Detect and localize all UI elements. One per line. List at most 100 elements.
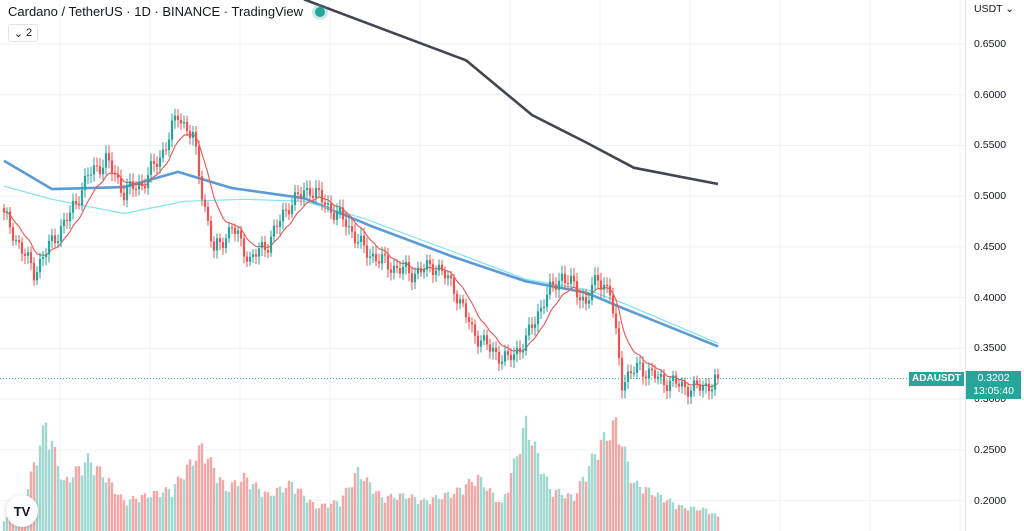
volume-bar xyxy=(236,485,240,531)
candle-body xyxy=(365,245,369,258)
volume-bar xyxy=(395,499,399,531)
moving-average-line xyxy=(303,0,719,186)
volume-bar xyxy=(563,498,567,531)
volume-bar xyxy=(638,487,642,531)
volume-bar xyxy=(107,477,111,531)
volume-bar xyxy=(650,494,654,531)
volume-bar xyxy=(95,465,99,531)
volume-bar xyxy=(587,466,591,531)
volume-bar xyxy=(620,446,624,531)
volume-bar xyxy=(617,444,621,531)
volume-bar xyxy=(149,497,153,531)
volume-bar xyxy=(290,481,294,531)
volume-bar xyxy=(197,445,201,531)
volume-bar xyxy=(224,490,228,531)
candle-body xyxy=(419,267,423,273)
volume-bar xyxy=(278,486,282,531)
volume-bar xyxy=(398,493,402,531)
volume-bar xyxy=(296,488,300,531)
volume-bar xyxy=(98,466,102,531)
candle-body xyxy=(467,317,471,323)
volume-bar xyxy=(452,494,456,531)
volume-bar xyxy=(158,497,162,531)
candle-body xyxy=(47,240,51,255)
volume-bar xyxy=(188,459,192,531)
candle-body xyxy=(491,347,495,352)
price-axis[interactable]: USDT ⌄ 0.6500 0.6000 0.5500 0.5000 0.4500 0.4… xyxy=(965,0,1024,531)
volume-bar xyxy=(551,496,555,531)
candle-body xyxy=(452,278,456,294)
volume-bar xyxy=(335,501,339,531)
volume-bar xyxy=(386,495,390,531)
candle-body xyxy=(254,254,258,257)
volume-bar xyxy=(65,476,69,531)
candle-body xyxy=(344,219,348,228)
volume-bar xyxy=(305,502,309,531)
volume-bar xyxy=(350,487,354,531)
price-tick-label: 0.5500 xyxy=(974,139,1007,152)
candle-body xyxy=(710,389,714,392)
volume-bar xyxy=(419,500,423,531)
candle-body xyxy=(167,139,171,150)
candle-body xyxy=(248,256,252,262)
volume-bar xyxy=(482,487,486,531)
candle-body xyxy=(266,250,270,253)
candle-body xyxy=(335,211,339,220)
volume-bar xyxy=(704,508,708,531)
volume-bar xyxy=(242,472,246,531)
candle-body xyxy=(416,267,420,274)
chevron-down-icon: ⌄ xyxy=(13,27,24,40)
candle-body xyxy=(533,324,537,328)
candle-body xyxy=(17,239,21,243)
volume-bar xyxy=(458,487,462,531)
candle-body xyxy=(554,285,558,290)
price-tick-label: 0.4000 xyxy=(974,291,1007,304)
volume-bar xyxy=(50,440,54,531)
candle-body xyxy=(218,238,222,243)
candle-body xyxy=(386,255,390,270)
candle-body xyxy=(674,375,678,384)
chart-area[interactable]: Cardano / TetherUS · 1D · BINANCE · Trad… xyxy=(0,0,965,531)
volume-bar xyxy=(116,494,120,531)
volume-bar xyxy=(473,486,477,531)
volume-bar xyxy=(380,497,384,531)
candle-body xyxy=(425,260,429,270)
candle-body xyxy=(617,328,621,359)
price-chart[interactable] xyxy=(0,0,965,531)
volume-bar xyxy=(632,482,636,531)
volume-bar xyxy=(74,466,78,531)
volume-bar xyxy=(665,500,669,531)
volume-bar xyxy=(89,462,93,531)
candle-body xyxy=(377,261,381,264)
candle-body xyxy=(212,241,216,251)
volume-bar xyxy=(575,493,579,531)
volume-bar xyxy=(608,440,612,531)
candle-body xyxy=(110,160,114,173)
volume-bar xyxy=(467,478,471,531)
volume-bar xyxy=(53,446,57,531)
candle-body xyxy=(701,385,705,391)
candle-body xyxy=(323,202,327,205)
candle-body xyxy=(197,146,201,177)
volume-bar xyxy=(131,496,135,531)
candle-body xyxy=(593,275,597,285)
volume-bar xyxy=(488,488,492,531)
tradingview-logo-icon[interactable]: TV xyxy=(6,495,38,527)
volume-bar xyxy=(251,484,255,531)
volume-bar xyxy=(245,477,249,531)
currency-selector[interactable]: USDT ⌄ xyxy=(974,3,1015,15)
candle-body xyxy=(644,376,648,379)
candle-body xyxy=(194,131,198,147)
candle-body xyxy=(203,199,207,207)
candle-body xyxy=(224,238,228,249)
candle-body xyxy=(704,383,708,386)
candle-body xyxy=(233,227,237,234)
volume-bar xyxy=(569,494,573,531)
candle-body xyxy=(545,294,549,307)
volume-bar xyxy=(515,456,519,531)
volume-bar xyxy=(530,445,534,531)
candle-body xyxy=(440,264,444,271)
candle-body xyxy=(524,335,528,351)
volume-bar xyxy=(368,482,372,531)
indicators-toggle-button[interactable]: ⌄ 2 xyxy=(8,24,38,42)
